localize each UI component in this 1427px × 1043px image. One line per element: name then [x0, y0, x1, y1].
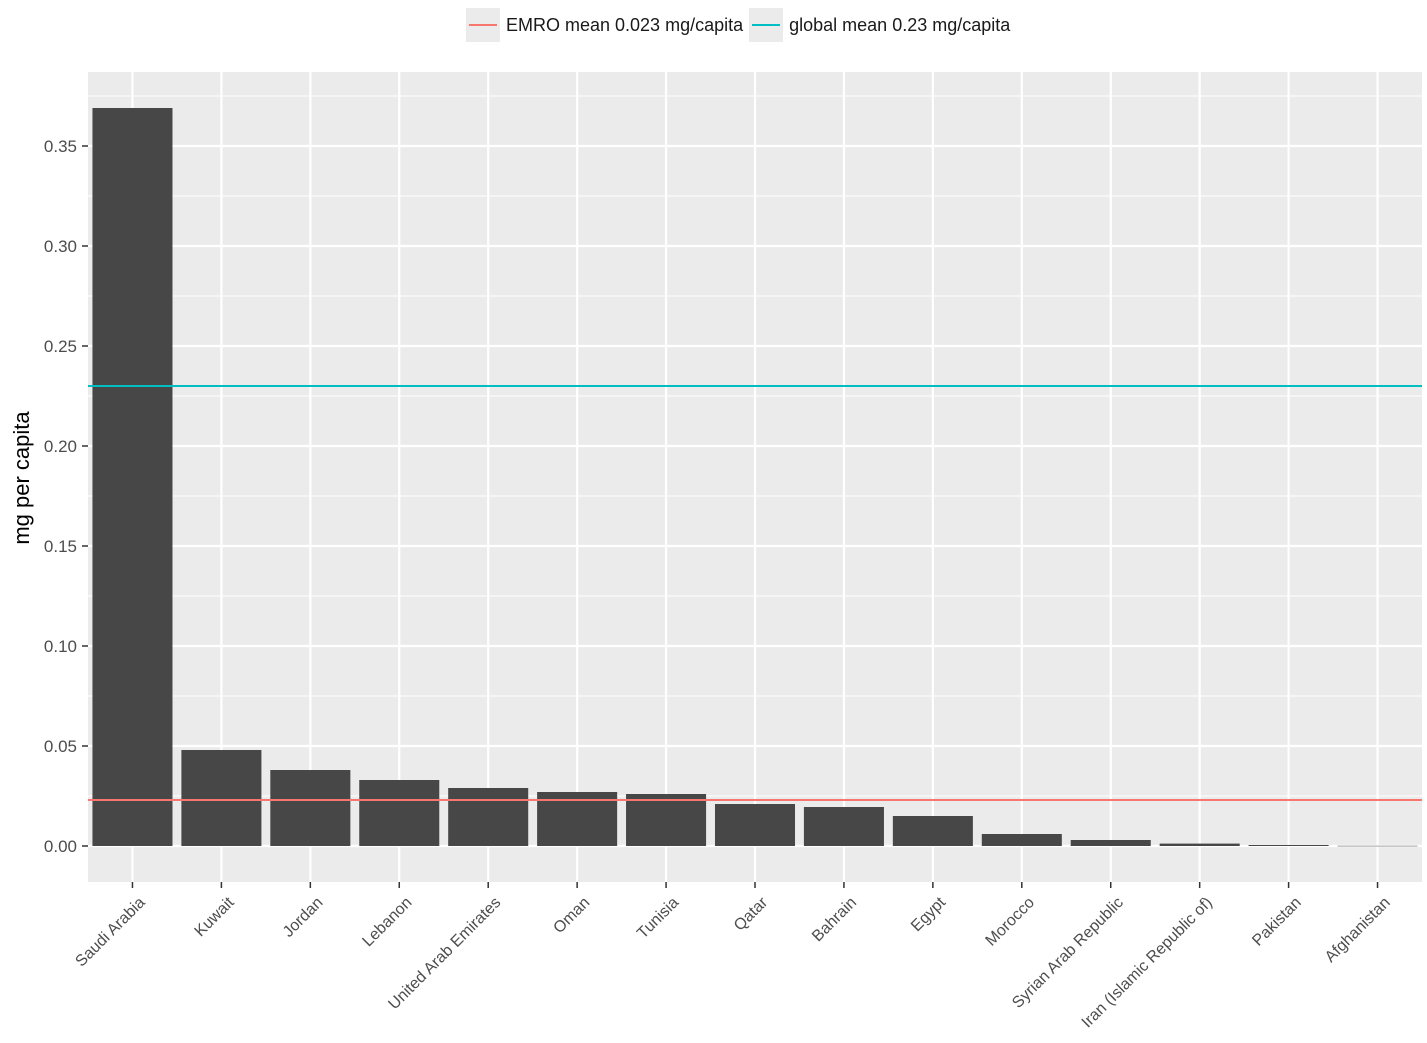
x-tick-label: Tunisia — [634, 894, 682, 942]
y-tick-label: 0.35 — [44, 137, 77, 156]
legend-label-global: global mean 0.23 mg/capita — [789, 14, 1011, 35]
bar-syrian-arab-republic — [1070, 840, 1151, 846]
bar-morocco — [981, 834, 1062, 846]
y-tick-label: 0.30 — [44, 237, 77, 256]
legend-line-emro — [469, 24, 497, 26]
x-tick-label: Jordan — [280, 894, 327, 941]
bar-qatar — [714, 804, 796, 846]
x-tick-label: Egypt — [908, 894, 949, 935]
x-tick-label: Pakistan — [1249, 894, 1304, 949]
bar-afghanistan — [1337, 845, 1418, 847]
bar-united-arab-emirates — [448, 788, 529, 846]
x-tick-label: Bahrain — [809, 894, 860, 945]
x-tick-label: Morocco — [983, 894, 1038, 949]
bar-bahrain — [803, 807, 884, 846]
bar-lebanon — [359, 780, 440, 846]
y-axis-label: mg per capita — [9, 411, 34, 545]
legend-label-emro: EMRO mean 0.023 mg/capita — [506, 14, 744, 35]
bar-saudi-arabia — [92, 108, 173, 846]
y-tick-label: 0.00 — [44, 837, 77, 856]
y-tick-label: 0.25 — [44, 337, 77, 356]
x-tick-label: Qatar — [731, 894, 772, 935]
x-tick-label: Saudi Arabia — [72, 894, 148, 970]
legend-item-global: global mean 0.23 mg/capita — [749, 8, 1010, 42]
bar-pakistan — [1248, 845, 1329, 846]
bar-tunisia — [626, 794, 707, 846]
x-tick-label: Oman — [550, 894, 593, 937]
y-tick-label: 0.15 — [44, 537, 77, 556]
y-tick-label: 0.20 — [44, 437, 77, 456]
legend-line-global — [752, 24, 781, 26]
bar-kuwait — [181, 750, 262, 846]
legend-item-emro: EMRO mean 0.023 mg/capita — [466, 8, 743, 42]
legend: EMRO mean 0.023 mg/capita global mean 0.… — [466, 8, 1016, 42]
bar-jordan — [270, 770, 351, 846]
legend-key-emro — [466, 8, 500, 42]
bar-iran-islamic-republic-of- — [1159, 843, 1240, 846]
y-tick-label: 0.05 — [44, 737, 77, 756]
x-tick-label: Kuwait — [192, 894, 238, 940]
x-tick-label: Lebanon — [359, 894, 415, 950]
bar-egypt — [892, 816, 973, 846]
legend-key-global — [749, 8, 784, 42]
x-tick-label: Afghanistan — [1322, 894, 1394, 966]
y-tick-label: 0.10 — [44, 637, 77, 656]
